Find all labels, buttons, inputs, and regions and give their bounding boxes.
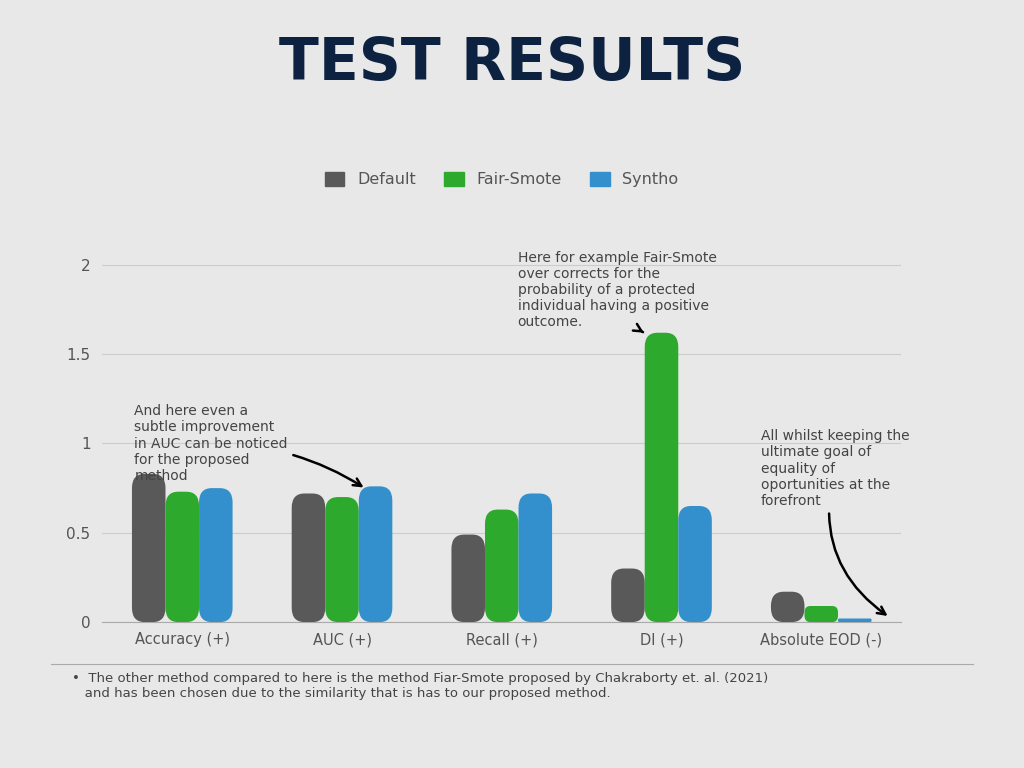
FancyBboxPatch shape [358,486,392,622]
FancyBboxPatch shape [645,333,678,622]
FancyBboxPatch shape [611,568,645,622]
FancyBboxPatch shape [805,606,838,622]
FancyBboxPatch shape [292,494,326,622]
FancyBboxPatch shape [326,497,358,622]
FancyBboxPatch shape [199,488,232,622]
Text: Here for example Fair-Smote
over corrects for the
probability of a protected
ind: Here for example Fair-Smote over correct… [518,250,717,333]
FancyBboxPatch shape [518,494,552,622]
FancyBboxPatch shape [485,509,518,622]
FancyBboxPatch shape [678,506,712,622]
FancyBboxPatch shape [132,474,166,622]
Text: And here even a
subtle improvement
in AUC can be noticed
for the proposed
method: And here even a subtle improvement in AU… [134,404,361,486]
FancyBboxPatch shape [166,492,199,622]
FancyBboxPatch shape [771,591,805,622]
FancyBboxPatch shape [838,618,871,622]
Text: •  The other method compared to here is the method Fiar-Smote proposed by Chakra: • The other method compared to here is t… [72,672,768,700]
FancyBboxPatch shape [452,535,485,622]
Text: TEST RESULTS: TEST RESULTS [279,35,745,91]
Text: All whilst keeping the
ultimate goal of
equality of
oportunities at the
forefron: All whilst keeping the ultimate goal of … [761,429,909,614]
Legend: Default, Fair-Smote, Syntho: Default, Fair-Smote, Syntho [318,165,685,194]
